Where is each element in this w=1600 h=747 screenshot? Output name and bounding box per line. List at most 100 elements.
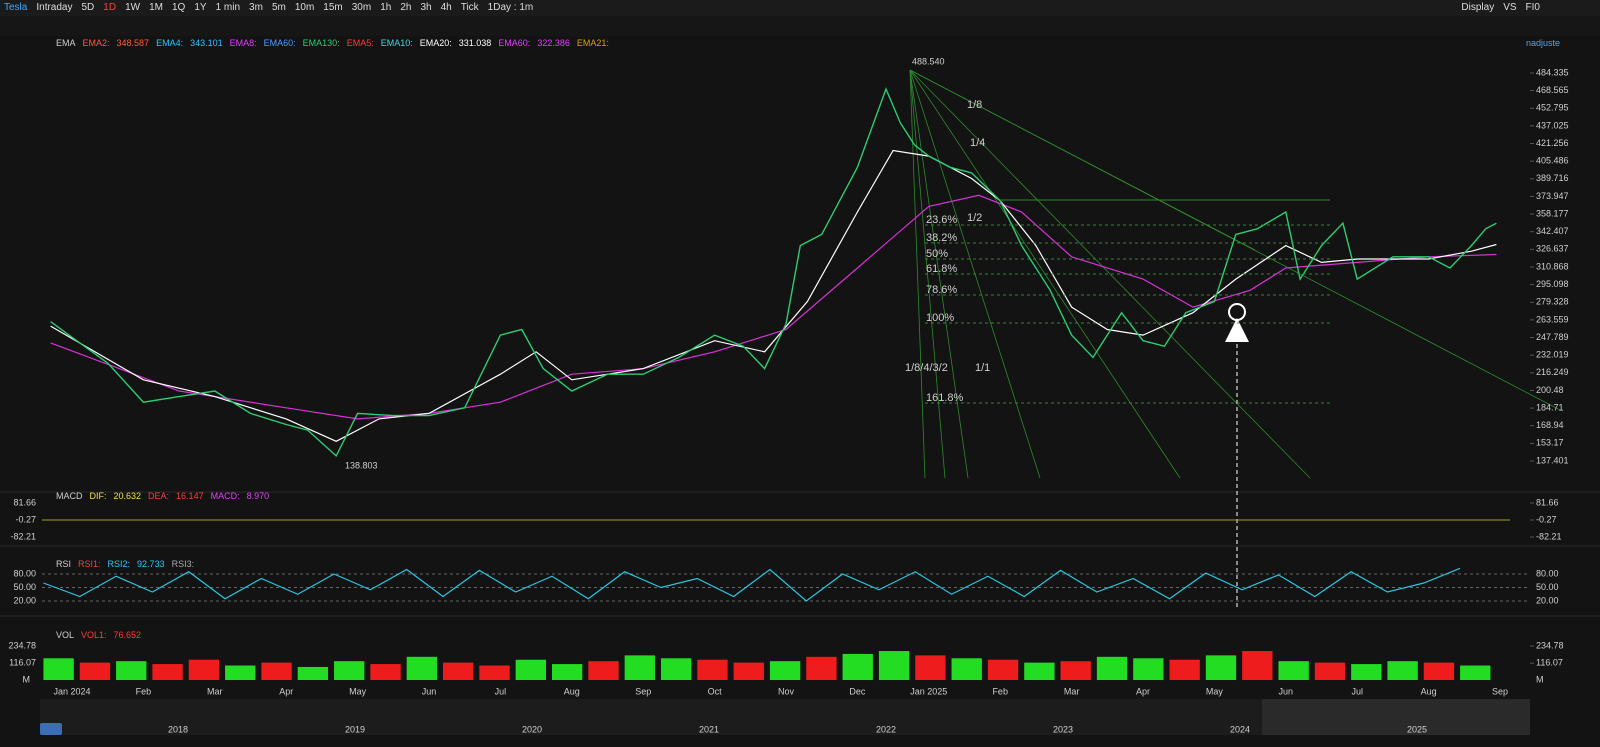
period-button[interactable]: 2h <box>400 2 412 13</box>
y-tick-label: -82.21 <box>1536 531 1562 541</box>
volume-bar <box>660 658 692 680</box>
x-tick-label: Apr <box>279 686 293 696</box>
x-tick-label: Jun <box>1279 686 1294 696</box>
volume-bar <box>479 665 510 680</box>
y-tick-label: 295.098 <box>1536 279 1569 289</box>
y-tick-label: 389.716 <box>1536 173 1569 183</box>
period-button[interactable]: 1 min <box>215 2 241 13</box>
y-tick-label: 373.947 <box>1536 191 1569 201</box>
fib-label: 38.2% <box>926 232 957 244</box>
y-tick-label: 20.00 <box>1536 595 1559 605</box>
y-tick-label: 137.401 <box>1536 455 1569 465</box>
fan-label: 1/2 <box>967 212 982 224</box>
period-button[interactable]: 1D <box>103 2 117 13</box>
volume-bar <box>733 662 764 680</box>
y-tick-label: 452.795 <box>1536 103 1569 113</box>
period-button[interactable]: 15m <box>323 2 343 13</box>
indicator-item: 343.101 <box>190 38 223 48</box>
y-tick-label: 358.177 <box>1536 208 1569 218</box>
y-tick-label: 468.565 <box>1536 85 1569 95</box>
volume-bar <box>806 656 837 680</box>
y-tick-label: 421.256 <box>1536 138 1569 148</box>
y-tick-label: 405.486 <box>1536 156 1569 166</box>
y-tick-label: 484.335 <box>1536 67 1569 77</box>
y-tick-label: 80.00 <box>1536 568 1559 578</box>
period-button[interactable]: 1Q <box>172 2 186 13</box>
drawing-toolbar-bg <box>0 16 1600 36</box>
y-tick-label-left: -0.27 <box>15 514 36 524</box>
x-tick-label: Nov <box>778 686 795 696</box>
period-button[interactable]: 3m <box>249 2 263 13</box>
indicator-item: VOL1: <box>81 630 107 640</box>
y-tick-label: 200.48 <box>1536 385 1564 395</box>
indicator-item[interactable]: RSI <box>56 559 72 569</box>
low-label: 138.803 <box>345 460 378 470</box>
period-button[interactable]: 1W <box>125 2 141 13</box>
indicator-item: RSI1: <box>78 559 101 569</box>
indicator-item: EMA2: <box>82 38 110 48</box>
x-tick-label: Mar <box>207 686 223 696</box>
volume-bar <box>1314 662 1346 680</box>
x-tick-label: Jan 2024 <box>53 686 90 696</box>
indicator-item[interactable]: MACD <box>56 491 83 501</box>
x-tick-label: Mar <box>1064 686 1080 696</box>
symbol[interactable]: Tesla <box>4 2 28 13</box>
navigator-button[interactable] <box>40 723 62 735</box>
toolbar-button[interactable]: Display <box>1461 2 1495 13</box>
ema-legend: EMA EMA2: 348.587 EMA4: 343.101 EMA8: EMA60: EM… <box>56 38 609 48</box>
indicator-item: 322.386 <box>537 38 570 48</box>
y-tick-label: 326.637 <box>1536 244 1569 254</box>
y-tick-label: 116.07 <box>1536 658 1563 668</box>
volume-bar <box>588 661 619 680</box>
volume-bar <box>515 659 546 680</box>
indicator-item[interactable]: VOL <box>56 630 75 640</box>
period-button[interactable]: Intraday <box>36 2 73 13</box>
adjust-label[interactable]: nadjuste <box>1525 38 1560 48</box>
period-button[interactable]: 10m <box>294 2 315 13</box>
indicator-item: DEA: <box>148 491 170 501</box>
fib-label: 23.6% <box>926 214 957 226</box>
period-button[interactable]: 1h <box>380 2 392 13</box>
fib-label: 100% <box>926 312 954 324</box>
series-line <box>50 149 1497 442</box>
y-tick-label: -0.27 <box>1536 514 1557 524</box>
period-button[interactable]: 30m <box>351 2 372 13</box>
volume-bar <box>1387 661 1418 680</box>
indicator-item: EMA130: <box>302 38 340 48</box>
x-tick-label: Aug <box>564 686 580 696</box>
period-button[interactable]: 1Y <box>194 2 207 13</box>
indicator-item: EMA60: <box>263 38 296 48</box>
period-button[interactable]: 4h <box>440 2 452 13</box>
fan-label: 1/4 <box>970 137 985 149</box>
period-button[interactable]: 5m <box>271 2 286 13</box>
indicator-item: EMA10: <box>380 38 413 48</box>
volume-bar <box>188 659 220 680</box>
toolbar-button[interactable]: FI0 <box>1525 2 1540 13</box>
volume-bar <box>152 664 183 680</box>
x-tick-label: Sep <box>1492 686 1508 696</box>
volume-bar <box>697 659 728 680</box>
volume-bar <box>769 661 801 680</box>
volume-bar <box>551 664 583 680</box>
fib-fan <box>909 69 1561 479</box>
indicator-item[interactable]: EMA <box>56 38 76 48</box>
period-button[interactable]: 1M <box>149 2 163 13</box>
y-tick-label-left: 81.66 <box>13 497 36 507</box>
y-tick-label-left: 20.00 <box>13 595 36 605</box>
y-tick-label: 232.019 <box>1536 350 1569 360</box>
indicator-item: RSI2: <box>107 559 131 569</box>
period-button[interactable]: 3h <box>420 2 432 13</box>
toolbar-button[interactable]: VS <box>1503 2 1517 13</box>
ema-right: nadjuste <box>1526 38 1560 48</box>
x-tick-label: Aug <box>1421 686 1437 696</box>
indicator-item: EMA4: <box>156 38 184 48</box>
period-button[interactable]: 5D <box>81 2 95 13</box>
indicator-item: EMA21: <box>576 38 609 48</box>
volume-bar <box>842 653 873 680</box>
indicator-item: 8.970 <box>246 491 270 501</box>
y-tick-label: 263.559 <box>1536 314 1569 324</box>
x-tick-label: Jul <box>1351 686 1363 696</box>
period-button[interactable]: Tick <box>460 2 479 13</box>
interval-select[interactable]: 1Day : 1m <box>487 2 534 13</box>
